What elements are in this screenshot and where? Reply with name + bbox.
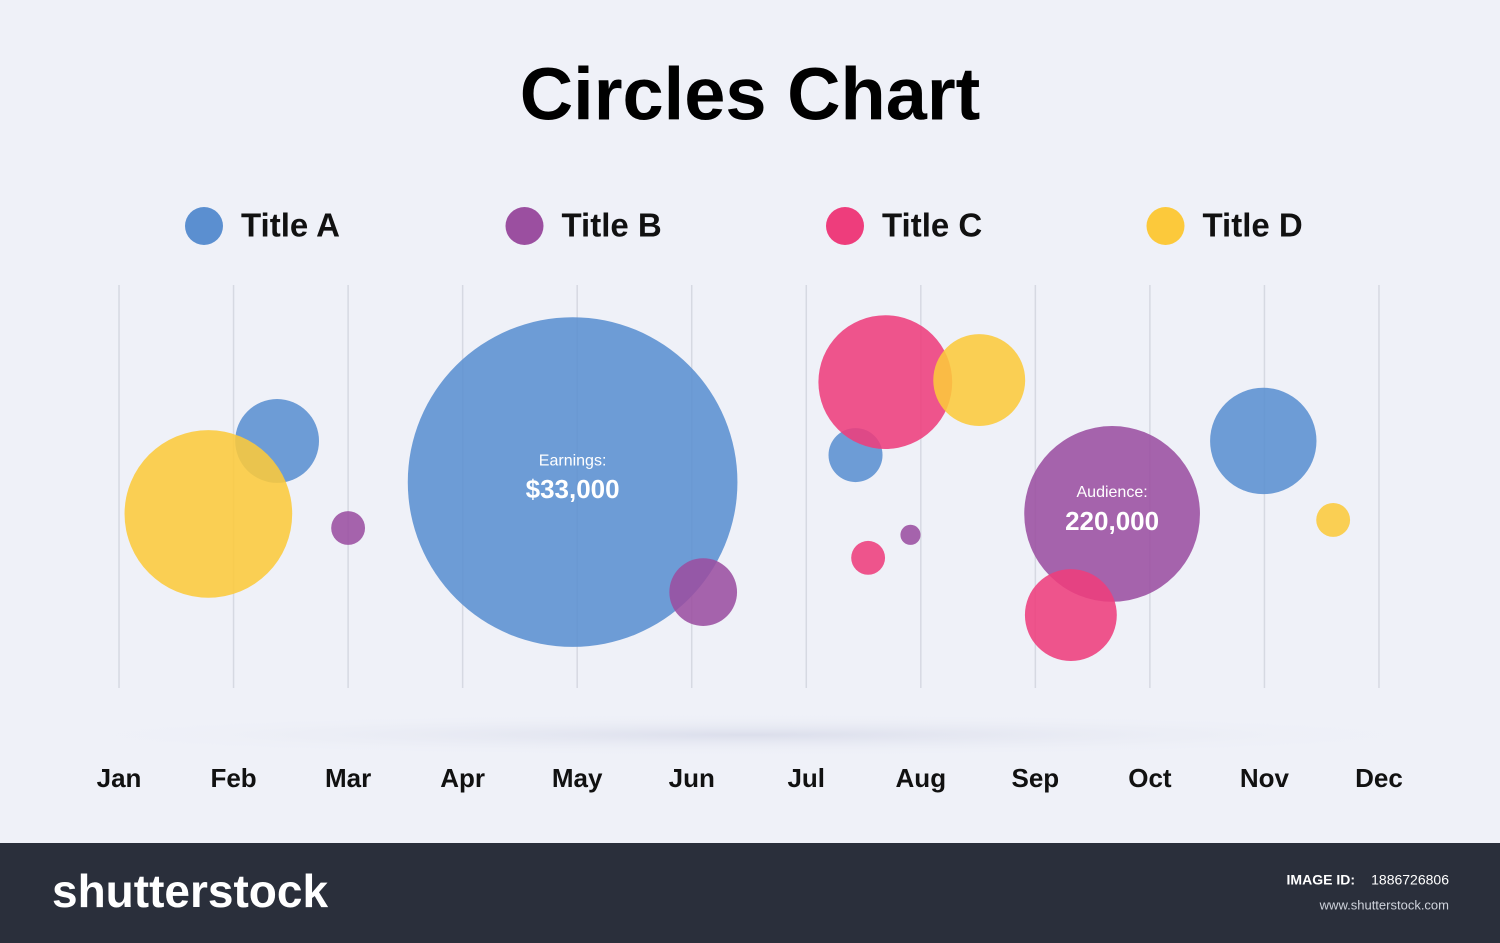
x-tick-label: Feb xyxy=(210,763,256,793)
x-tick-label: Nov xyxy=(1240,763,1290,793)
bubble xyxy=(669,558,738,626)
x-tick-label: May xyxy=(552,763,603,793)
footer-bar xyxy=(0,843,1500,943)
point-title: Earnings: xyxy=(539,452,607,469)
legend-marker xyxy=(826,207,864,245)
x-tick-label: Jul xyxy=(787,763,825,793)
bubble xyxy=(933,334,1026,427)
legend-marker xyxy=(1146,207,1185,245)
bubble xyxy=(1210,387,1317,495)
bubble xyxy=(331,511,366,545)
footer-id: 1886726806 xyxy=(1371,872,1449,888)
legend-marker xyxy=(185,207,223,245)
bubble xyxy=(818,315,953,450)
bubble xyxy=(1024,426,1200,602)
x-tick-label: Mar xyxy=(325,763,371,793)
bubble xyxy=(1316,503,1351,537)
footer-url: www.shutterstock.com xyxy=(1319,897,1449,912)
x-tick-label: Aug xyxy=(896,763,947,793)
x-tick-label: Oct xyxy=(1128,763,1172,793)
point-title: Audience: xyxy=(1077,484,1148,501)
x-tick-label: Sep xyxy=(1012,763,1060,793)
bubble xyxy=(1024,569,1117,661)
footer-brand: shutterstock xyxy=(52,865,328,917)
point-label: 220,000 xyxy=(1065,506,1159,536)
bubble xyxy=(124,430,293,598)
x-tick-label: Dec xyxy=(1355,763,1403,793)
bubble xyxy=(900,524,921,545)
chart-title: Circles Chart xyxy=(520,53,981,136)
legend-label: Title B xyxy=(562,207,662,244)
legend-label: Title C xyxy=(882,207,982,244)
point-label: $33,000 xyxy=(526,474,620,504)
x-tick-label: Apr xyxy=(440,763,485,793)
legend: Title A Title B Title C Title D xyxy=(185,207,1303,245)
bubble xyxy=(851,540,886,575)
footer-id-label: IMAGE ID: xyxy=(1287,872,1355,888)
legend-label: Title D xyxy=(1203,207,1303,244)
bubbles: Earnings: $33,000 Audience: 220,000 xyxy=(124,315,1351,661)
x-tick-label: Jan xyxy=(97,763,142,793)
legend-marker xyxy=(505,207,544,245)
bubble xyxy=(407,317,738,647)
floor-shadow xyxy=(30,713,1470,757)
legend-label: Title A xyxy=(241,207,340,244)
x-tick-label: Jun xyxy=(669,763,715,793)
